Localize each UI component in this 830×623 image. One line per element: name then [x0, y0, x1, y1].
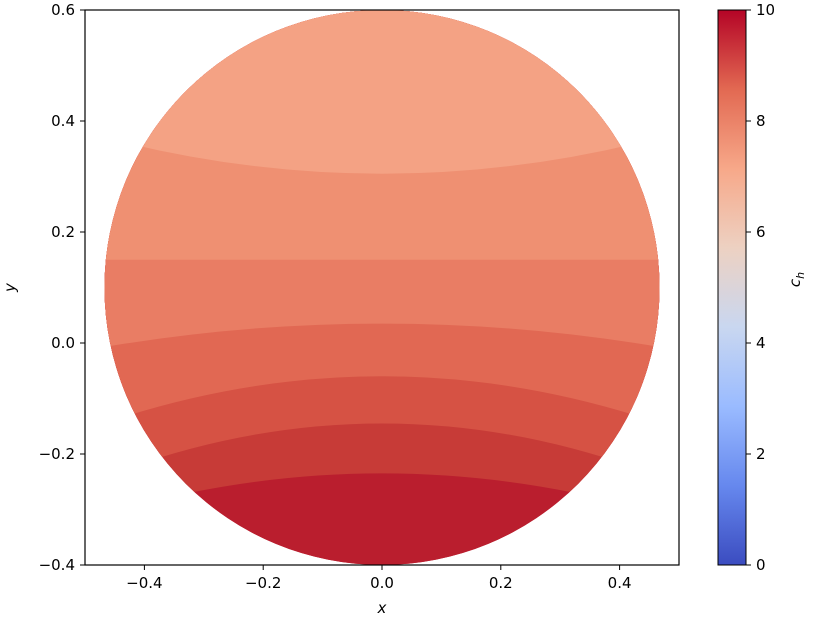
colorbar-gradient: [717, 9, 747, 566]
x-tick-label: 0.2: [489, 574, 513, 592]
contour-plot: −0.4 −0.2 0.0 0.2 0.4 −0.4 −0.2 0.0 0.2 0.4 0.6 x…: [1, 1, 680, 617]
x-tick-label: −0.4: [126, 574, 162, 592]
y-tick-label: −0.4: [39, 556, 75, 574]
y-tick-label: 0.2: [51, 223, 75, 241]
y-axis-label: y: [1, 282, 19, 293]
x-axis: −0.4 −0.2 0.0 0.2 0.4: [126, 565, 632, 592]
colorbar-tick-label: 6: [756, 223, 766, 241]
colorbar-label-main: c: [786, 278, 804, 287]
y-axis: −0.4 −0.2 0.0 0.2 0.4 0.6: [39, 1, 85, 574]
x-axis-label: x: [377, 599, 387, 617]
contour-bands: [104, 10, 660, 565]
y-tick-label: 0.0: [51, 334, 75, 352]
colorbar-tick-label: 2: [756, 445, 766, 463]
contour-band-0: [104, 10, 660, 174]
y-tick-label: −0.2: [39, 445, 75, 463]
colorbar: 0 2 4 6 8 10 ch: [717, 1, 807, 574]
x-tick-label: 0.4: [608, 574, 632, 592]
colorbar-tick-label: 8: [756, 112, 766, 130]
y-tick-label: 0.6: [51, 1, 75, 19]
colorbar-tick-label: 4: [756, 334, 766, 352]
x-tick-label: 0.0: [370, 574, 394, 592]
colorbar-label-sub: h: [794, 272, 807, 279]
colorbar-ticks: 0 2 4 6 8 10: [746, 1, 775, 574]
colorbar-tick-label: 0: [756, 556, 766, 574]
y-tick-label: 0.4: [51, 112, 75, 130]
x-tick-label: −0.2: [245, 574, 281, 592]
colorbar-tick-label: 10: [756, 1, 775, 19]
colorbar-label: ch: [786, 272, 807, 287]
